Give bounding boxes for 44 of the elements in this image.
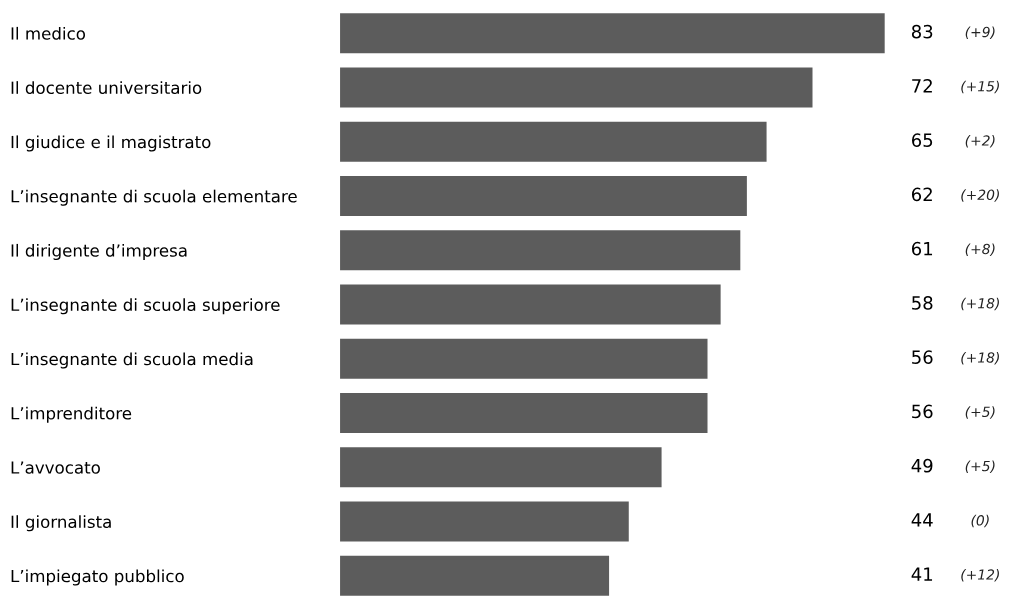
data-label: 49 [911, 458, 933, 473]
data-label: 56 [912, 350, 933, 364]
bar [340, 175, 747, 217]
y-tick-label: L’insegnante di scuola superiore [11, 298, 280, 315]
data-label: 62 [911, 187, 932, 202]
bar [340, 284, 721, 325]
data-label: 83 [911, 24, 933, 39]
y-tick-label: L’insegnante di scuola elementare [11, 189, 297, 206]
y-tick-label: L’impiegato pubblico [11, 569, 184, 586]
bar [340, 121, 767, 162]
data-label: 56 [912, 404, 933, 419]
text: (+18) [961, 297, 999, 311]
text: (+9) [965, 26, 995, 39]
bar [340, 13, 885, 54]
bar [340, 447, 662, 488]
y-tick-label: Il dirigente d’impresa [11, 243, 187, 261]
data-label: 65 [911, 133, 933, 147]
y-tick-label: Il giudice e il magistrato [11, 135, 211, 152]
text: (+15) [961, 80, 999, 94]
bar [340, 338, 708, 379]
text: (+12) [961, 569, 999, 582]
bar [340, 392, 708, 434]
text: (+5) [965, 406, 995, 419]
bar [340, 555, 610, 596]
text: (+20) [961, 189, 999, 202]
y-tick-label: L’insegnante di scuola media [11, 352, 253, 369]
text: (+18) [961, 352, 999, 365]
text: (+2) [965, 135, 995, 148]
text: (0) [971, 514, 989, 528]
bar [340, 230, 741, 271]
data-label: 58 [912, 296, 933, 310]
data-label: 72 [912, 79, 932, 93]
text: (+5) [965, 460, 995, 473]
data-label: 61 [911, 241, 933, 256]
data-label: 44 [911, 513, 933, 527]
bar [340, 67, 813, 108]
y-tick-label: L’avvocato [11, 461, 100, 474]
y-tick-label: Il giornalista [11, 515, 111, 532]
bar [340, 501, 629, 542]
data-label: 41 [911, 567, 933, 581]
y-tick-label: Il medico [11, 26, 86, 40]
text: (+8) [965, 243, 995, 256]
y-tick-label: L’imprenditore [11, 406, 132, 423]
y-tick-label: Il docente universitario [11, 81, 202, 95]
